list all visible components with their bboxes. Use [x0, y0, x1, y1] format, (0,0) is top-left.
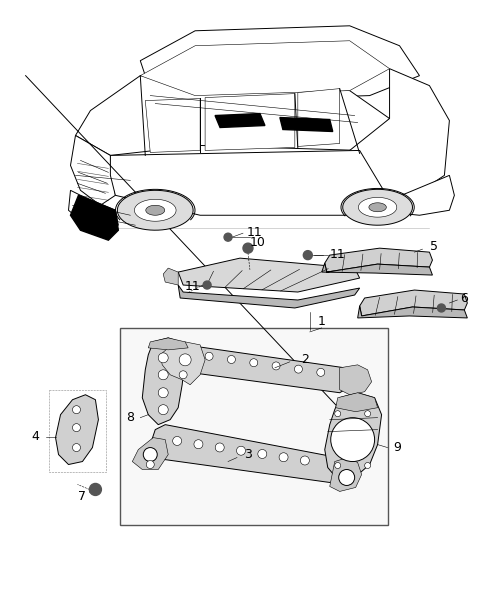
Circle shape [179, 371, 187, 379]
Circle shape [272, 362, 280, 370]
Polygon shape [298, 88, 340, 147]
Text: 11: 11 [184, 279, 200, 293]
Circle shape [194, 440, 203, 449]
Polygon shape [118, 191, 193, 230]
Circle shape [317, 368, 325, 376]
Polygon shape [69, 191, 119, 225]
Polygon shape [146, 206, 165, 215]
Circle shape [215, 443, 224, 452]
Polygon shape [71, 195, 119, 240]
Polygon shape [350, 69, 449, 200]
Polygon shape [359, 197, 397, 217]
Circle shape [158, 404, 168, 415]
Circle shape [437, 304, 445, 312]
Circle shape [300, 456, 309, 465]
Polygon shape [325, 392, 382, 480]
Polygon shape [205, 94, 295, 150]
Polygon shape [180, 345, 350, 392]
Polygon shape [140, 41, 390, 96]
Circle shape [158, 353, 168, 363]
Polygon shape [148, 338, 188, 350]
Polygon shape [178, 285, 360, 308]
Circle shape [365, 410, 371, 416]
Polygon shape [215, 114, 265, 127]
Polygon shape [75, 76, 390, 156]
Polygon shape [390, 175, 455, 215]
Circle shape [339, 469, 355, 486]
Circle shape [243, 243, 253, 253]
Polygon shape [160, 342, 205, 385]
Polygon shape [56, 395, 98, 465]
Polygon shape [280, 118, 333, 132]
Text: 5: 5 [431, 240, 438, 252]
Circle shape [228, 356, 235, 364]
Circle shape [258, 450, 267, 459]
Polygon shape [145, 99, 200, 153]
Polygon shape [322, 263, 432, 275]
Polygon shape [132, 438, 168, 469]
Text: 11: 11 [247, 226, 263, 239]
Circle shape [146, 460, 154, 469]
Circle shape [158, 388, 168, 398]
Circle shape [173, 436, 181, 445]
Circle shape [89, 483, 101, 495]
Circle shape [279, 453, 288, 462]
Polygon shape [178, 258, 360, 292]
Circle shape [72, 406, 81, 413]
Polygon shape [134, 200, 176, 221]
Bar [48, 389, 107, 472]
Circle shape [72, 444, 81, 451]
Polygon shape [325, 248, 432, 272]
Text: 4: 4 [32, 430, 39, 443]
Text: 7: 7 [78, 490, 86, 503]
Circle shape [224, 233, 232, 241]
Polygon shape [150, 425, 345, 483]
Polygon shape [71, 135, 115, 206]
Polygon shape [343, 189, 412, 225]
Circle shape [294, 365, 302, 373]
Text: 11: 11 [330, 248, 346, 261]
Circle shape [72, 424, 81, 432]
Polygon shape [360, 290, 468, 316]
Polygon shape [140, 26, 420, 100]
Polygon shape [336, 392, 378, 412]
Polygon shape [369, 203, 386, 212]
Circle shape [303, 251, 312, 260]
Circle shape [335, 463, 341, 469]
Polygon shape [330, 457, 361, 492]
Text: 8: 8 [126, 411, 134, 424]
Polygon shape [142, 338, 185, 425]
Circle shape [331, 418, 374, 462]
Circle shape [203, 281, 211, 289]
Text: 3: 3 [244, 448, 252, 461]
Text: 2: 2 [301, 353, 309, 367]
Polygon shape [110, 150, 390, 215]
Text: 6: 6 [460, 291, 468, 305]
Circle shape [179, 354, 191, 366]
Polygon shape [163, 268, 178, 285]
Circle shape [237, 446, 245, 455]
Text: 1: 1 [318, 316, 326, 328]
Polygon shape [340, 365, 372, 395]
Circle shape [335, 410, 341, 416]
Text: 10: 10 [250, 236, 266, 249]
Circle shape [158, 370, 168, 380]
Circle shape [144, 448, 157, 462]
Text: 9: 9 [394, 441, 401, 454]
Circle shape [205, 352, 213, 360]
Polygon shape [358, 306, 468, 318]
Bar [120, 328, 387, 525]
Circle shape [365, 463, 371, 469]
Circle shape [250, 359, 258, 367]
